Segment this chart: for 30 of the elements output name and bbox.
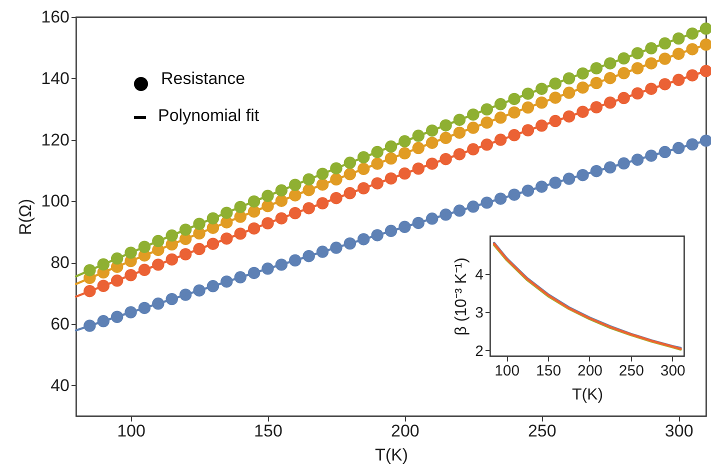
annotation: Polynomial fit (158, 106, 260, 125)
annotation: Resistance (161, 69, 246, 88)
point (700, 38, 711, 51)
x-axis-title: T(K) (572, 386, 604, 404)
x-tick-label: 200 (391, 422, 420, 440)
y-tick-label: 80 (50, 253, 70, 272)
y-tick-label: 4 (475, 266, 484, 284)
x-tick-label: 300 (664, 422, 694, 440)
x-axis-title: T(K) (374, 446, 408, 464)
y-axis-title: R(Ω) (16, 198, 36, 236)
y-tick-label: 2 (475, 342, 484, 360)
y-tick-label: 160 (41, 8, 70, 26)
y-tick-label: 40 (50, 376, 70, 395)
point (700, 134, 711, 147)
point (700, 64, 711, 78)
y-tick-label: 3 (475, 304, 484, 322)
x-tick-label: 200 (577, 362, 603, 380)
point (700, 22, 711, 35)
y-tick-label: 100 (41, 192, 70, 211)
x-tick-label: 150 (536, 362, 562, 380)
x-tick-label: 100 (494, 362, 520, 380)
x-tick-label: 250 (528, 422, 556, 440)
y-tick-label: 60 (50, 314, 70, 334)
x-tick-label: 100 (117, 422, 146, 440)
y-axis-title: β (10⁻³ K⁻¹) (453, 258, 470, 336)
x-tick-label: 300 (660, 362, 686, 380)
y-tick-label: 140 (41, 68, 70, 88)
x-tick-label: 150 (254, 422, 282, 440)
x-tick-label: 250 (618, 362, 644, 380)
y-tick-label: 120 (41, 130, 70, 150)
